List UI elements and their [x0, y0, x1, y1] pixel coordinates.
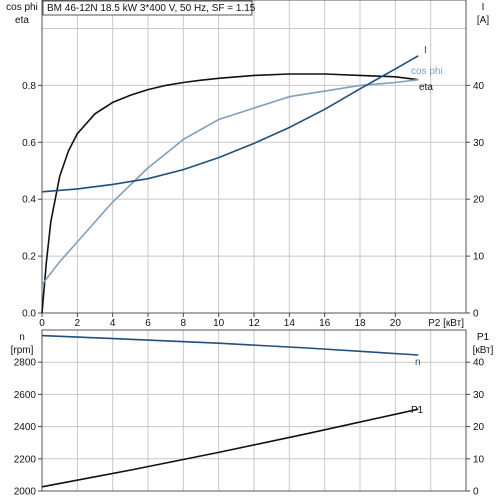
upper-x-tick-label: 20 [390, 318, 402, 329]
upper-series-eta-line [41, 73, 419, 314]
lower-right-tick-label: 30 [473, 390, 485, 401]
upper-right-tick-label: 40 [473, 81, 485, 92]
upper-x-tick-label: 6 [145, 318, 151, 329]
upper-x-tick-label: 18 [354, 318, 366, 329]
lower-plot-frame [41, 329, 467, 492]
lower-left-axis-title: [rpm] [11, 345, 34, 356]
series-label-n: n [415, 357, 421, 368]
upper-left-axis-title: cos phi [6, 2, 38, 13]
lower-left-tick-label: 2200 [14, 454, 37, 465]
upper-right-tick-label: 30 [473, 138, 485, 149]
series-label-p1: P1 [411, 405, 424, 416]
lower-left-tick-label: 2000 [14, 487, 37, 498]
series-label-i: I [424, 45, 427, 56]
series-label-cos-phi: cos phi [411, 66, 443, 77]
upper-right-axis-title: I [482, 2, 485, 13]
series-layer [41, 55, 419, 488]
lower-right-tick-label: 40 [473, 358, 485, 369]
upper-x-tick-label: 0 [39, 318, 45, 329]
upper-left-axis-title: eta [15, 15, 29, 26]
lower-left-axis-title: n [19, 332, 25, 343]
upper-right-tick-label: 0 [473, 309, 479, 320]
lower-series-n-line [41, 334, 419, 356]
chart-title: BM 46-12N 18.5 kW 3*400 V, 50 Hz, SF = 1… [47, 3, 256, 14]
lower-left-tick-label: 2800 [14, 358, 37, 369]
upper-x-tick-label: 10 [213, 318, 225, 329]
upper-left-tick-label: 0.8 [22, 81, 36, 92]
upper-left-tick-label: 0.0 [22, 309, 36, 320]
lower-right-tick-label: 10 [473, 454, 485, 465]
label-layer: 0.0 0.2 0.4 0.6 0.8 0 10 20 30 40 0 2 4 6 8 10 12 14 16 18 2… [6, 2, 493, 498]
upper-right-tick-label: 20 [473, 195, 485, 206]
lower-right-axis-title: P1 [477, 332, 490, 343]
upper-left-tick-label: 0.2 [22, 252, 36, 263]
grid-layer [42, 0, 466, 491]
upper-x-tick-label: 4 [110, 318, 116, 329]
lower-series-p1-line [41, 408, 419, 488]
lower-left-tick-label: 2400 [14, 422, 37, 433]
lower-right-tick-label: 0 [473, 487, 479, 498]
lower-right-axis-title: [кВт] [473, 345, 494, 356]
lower-right-tick-label: 20 [473, 422, 485, 433]
lower-left-tick-label: 2600 [14, 390, 37, 401]
series-label-eta: eta [419, 82, 433, 93]
upper-right-tick-label: 10 [473, 252, 485, 263]
upper-right-axis-title: [A] [477, 15, 489, 26]
upper-x-tick-label: 12 [248, 318, 260, 329]
title-layer: BM 46-12N 18.5 kW 3*400 V, 50 Hz, SF = 1… [42, 0, 256, 16]
upper-x-tick-label: 2 [75, 318, 81, 329]
upper-x-tick-label: 16 [319, 318, 331, 329]
upper-series-cos-phi-line [41, 78, 419, 285]
upper-left-tick-label: 0.6 [22, 138, 36, 149]
title-box [42, 0, 253, 16]
upper-x-axis-label: P2 [кВт] [428, 318, 464, 329]
upper-x-tick-label: 14 [284, 318, 296, 329]
upper-x-tick-label: 8 [181, 318, 187, 329]
upper-series-i-line [41, 55, 419, 193]
upper-left-tick-label: 0.4 [22, 195, 36, 206]
